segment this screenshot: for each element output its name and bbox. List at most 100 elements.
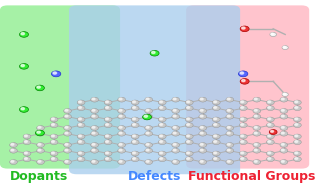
- Circle shape: [64, 131, 72, 136]
- Circle shape: [199, 97, 207, 102]
- Circle shape: [268, 118, 271, 120]
- Circle shape: [240, 157, 247, 162]
- Circle shape: [185, 134, 193, 139]
- Circle shape: [133, 135, 136, 137]
- Circle shape: [172, 125, 180, 130]
- Circle shape: [173, 115, 176, 117]
- Circle shape: [214, 101, 217, 103]
- Circle shape: [295, 124, 298, 125]
- Circle shape: [50, 151, 58, 156]
- Circle shape: [145, 114, 152, 119]
- Circle shape: [293, 134, 301, 139]
- Circle shape: [79, 107, 82, 108]
- Circle shape: [35, 130, 45, 136]
- Circle shape: [91, 131, 98, 136]
- Circle shape: [212, 100, 220, 105]
- Circle shape: [119, 149, 122, 151]
- Circle shape: [37, 143, 45, 147]
- Circle shape: [131, 134, 139, 139]
- Circle shape: [37, 148, 45, 153]
- Circle shape: [295, 152, 298, 154]
- Circle shape: [37, 86, 40, 88]
- Circle shape: [146, 126, 149, 128]
- Circle shape: [227, 160, 230, 162]
- Circle shape: [266, 117, 274, 122]
- Circle shape: [65, 126, 68, 128]
- Circle shape: [187, 152, 189, 154]
- Circle shape: [65, 109, 68, 111]
- Circle shape: [172, 108, 180, 113]
- Circle shape: [280, 108, 288, 113]
- Circle shape: [280, 125, 288, 130]
- Circle shape: [173, 160, 176, 162]
- Circle shape: [212, 151, 220, 156]
- Circle shape: [37, 131, 45, 136]
- Circle shape: [241, 152, 244, 154]
- Circle shape: [240, 123, 247, 128]
- Circle shape: [65, 149, 68, 151]
- Circle shape: [118, 108, 125, 113]
- Circle shape: [37, 160, 45, 164]
- Circle shape: [11, 149, 14, 151]
- Circle shape: [145, 108, 152, 113]
- Circle shape: [64, 148, 72, 153]
- Circle shape: [77, 117, 85, 122]
- Circle shape: [91, 97, 98, 102]
- Circle shape: [9, 148, 17, 153]
- Circle shape: [212, 106, 220, 111]
- Circle shape: [104, 151, 112, 156]
- Circle shape: [37, 131, 40, 133]
- Circle shape: [212, 140, 220, 145]
- Circle shape: [240, 106, 247, 111]
- Circle shape: [239, 71, 248, 77]
- Circle shape: [240, 100, 247, 105]
- Circle shape: [200, 109, 203, 111]
- Circle shape: [172, 97, 180, 102]
- Circle shape: [241, 101, 244, 103]
- Circle shape: [226, 108, 234, 113]
- Circle shape: [200, 98, 203, 100]
- Circle shape: [187, 158, 189, 160]
- Circle shape: [254, 98, 257, 100]
- Circle shape: [199, 160, 207, 164]
- Circle shape: [20, 32, 29, 37]
- Circle shape: [51, 71, 61, 77]
- Circle shape: [104, 140, 112, 145]
- Circle shape: [214, 158, 217, 160]
- Text: Functional Groups: Functional Groups: [188, 170, 316, 183]
- Circle shape: [119, 143, 122, 145]
- Circle shape: [241, 141, 244, 143]
- Circle shape: [131, 151, 139, 156]
- Circle shape: [295, 158, 298, 160]
- Circle shape: [79, 158, 82, 160]
- Circle shape: [133, 141, 136, 143]
- Circle shape: [158, 140, 166, 145]
- Circle shape: [200, 115, 203, 117]
- Circle shape: [158, 157, 166, 162]
- Circle shape: [266, 157, 274, 162]
- Circle shape: [282, 93, 288, 96]
- Circle shape: [254, 115, 257, 117]
- Circle shape: [283, 93, 285, 95]
- Circle shape: [106, 101, 109, 103]
- Circle shape: [51, 124, 54, 125]
- Circle shape: [199, 108, 207, 113]
- Circle shape: [173, 126, 176, 128]
- Circle shape: [280, 114, 288, 119]
- Circle shape: [253, 108, 261, 113]
- Circle shape: [51, 135, 54, 137]
- Circle shape: [242, 27, 245, 29]
- Circle shape: [131, 123, 139, 128]
- Circle shape: [144, 115, 148, 117]
- Circle shape: [131, 100, 139, 105]
- Circle shape: [118, 143, 125, 147]
- Circle shape: [185, 157, 193, 162]
- Circle shape: [65, 115, 68, 117]
- Circle shape: [79, 101, 82, 103]
- Circle shape: [91, 148, 98, 153]
- Circle shape: [200, 132, 203, 134]
- Circle shape: [145, 97, 152, 102]
- Circle shape: [21, 33, 24, 35]
- Circle shape: [185, 100, 193, 105]
- Circle shape: [268, 141, 271, 143]
